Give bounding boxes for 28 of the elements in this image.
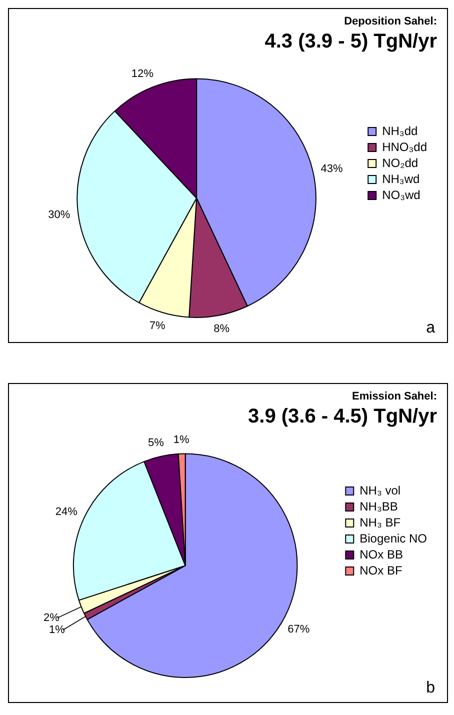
data-label: 24% (55, 506, 78, 518)
legend-label: HNO₃dd (382, 140, 428, 154)
data-label: 8% (214, 323, 230, 336)
chart-subtitle: 3.9 (3.6 - 4.5) TgN/yr (248, 406, 438, 428)
data-label: 30% (48, 208, 70, 221)
data-label: 7% (149, 320, 166, 332)
legend-label: NH₃dd (382, 124, 418, 138)
legend-label: NH₃wd (382, 172, 420, 186)
chart-title: Deposition Sahel: (344, 16, 437, 28)
data-label: 2% (43, 612, 60, 624)
legend-label: NO₂dd (382, 156, 418, 170)
legend-label: NH₃BB (360, 499, 398, 514)
legend-label: Biogenic NO (360, 531, 428, 546)
legend-label: NH₃ BF (360, 515, 401, 530)
text: b (426, 679, 436, 696)
text: a (426, 319, 436, 336)
data-label: 1% (173, 434, 190, 446)
data-label: 1% (48, 624, 66, 636)
data-label: 12% (131, 68, 154, 80)
legend-label: NOx BF (360, 563, 402, 578)
legend-label: NH₃ vol (360, 483, 401, 498)
chart-subtitle: 4.3 (3.9 - 5) TgN/yr (264, 30, 438, 53)
data-label: 67% (288, 624, 310, 636)
legend-label: NOx BB (360, 547, 403, 562)
data-label: 5% (148, 436, 164, 449)
data-label: 43% (320, 163, 343, 176)
legend-label: NO₃wd (382, 188, 420, 202)
chart-title: Emission Sahel: (352, 390, 437, 403)
